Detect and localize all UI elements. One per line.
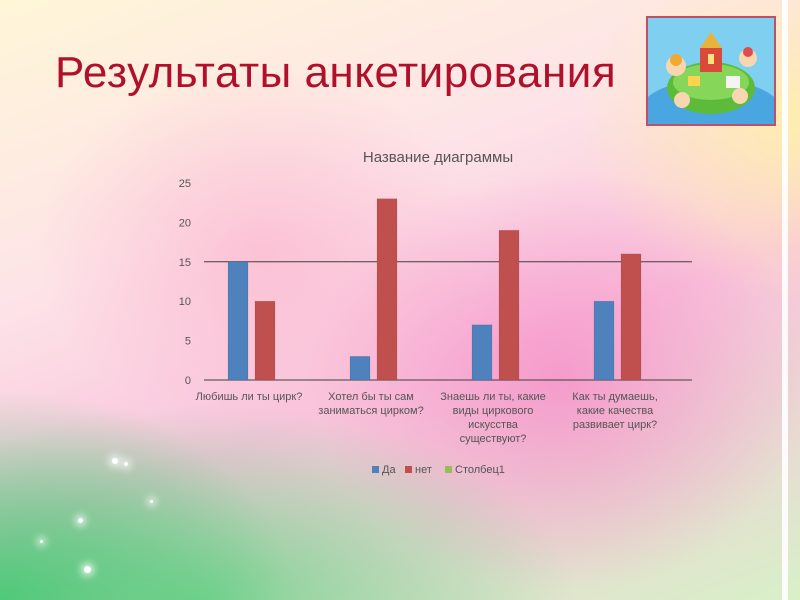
y-tick-label: 0 xyxy=(185,375,191,387)
y-tick-label: 25 xyxy=(179,178,191,190)
bar-da xyxy=(349,356,371,381)
bar-da xyxy=(593,300,615,381)
circus-logo-image xyxy=(646,16,776,126)
x-category-label: Знаешь ли ты, какие xyxy=(440,391,546,403)
y-tick-label: 15 xyxy=(179,257,191,269)
x-category-label: существуют? xyxy=(460,433,527,445)
slide-title: Результаты анкетирования xyxy=(55,48,617,97)
legend-label: Столбец1 xyxy=(455,464,505,476)
chart-title: Название диаграммы xyxy=(363,149,513,166)
sparkle xyxy=(78,518,83,523)
x-category-label: какие качества xyxy=(577,405,654,417)
x-category-label: искусства xyxy=(468,419,519,431)
sparkle xyxy=(112,458,118,464)
sparkle xyxy=(150,500,153,503)
x-category-label: Любишь ли ты цирк? xyxy=(196,391,303,403)
legend-swatch xyxy=(445,466,452,473)
legend-label: Да xyxy=(382,464,396,476)
sparkle xyxy=(124,462,128,466)
x-category-label: виды циркового xyxy=(453,405,534,417)
bar-net xyxy=(498,230,520,381)
y-tick-label: 5 xyxy=(185,336,191,348)
bar-net xyxy=(620,253,642,381)
circus-globe-icon xyxy=(648,18,774,124)
x-category-label: Хотел бы ты сам xyxy=(328,391,414,403)
legend-swatch xyxy=(405,466,412,473)
y-tick-label: 20 xyxy=(179,217,191,229)
x-category-label: заниматься цирком? xyxy=(318,405,423,417)
x-category-label: Как ты думаешь, xyxy=(572,391,658,403)
sparkle xyxy=(84,566,91,573)
x-category-label: развивает цирк? xyxy=(573,419,657,431)
legend-label: нет xyxy=(415,464,432,476)
bar-da xyxy=(227,261,249,381)
slide-right-border xyxy=(782,0,788,600)
bar-da xyxy=(471,324,493,381)
y-tick-label: 10 xyxy=(179,296,191,308)
bar-net xyxy=(254,300,276,381)
sparkle xyxy=(40,540,43,543)
bar-net xyxy=(376,198,398,381)
legend-swatch xyxy=(372,466,379,473)
